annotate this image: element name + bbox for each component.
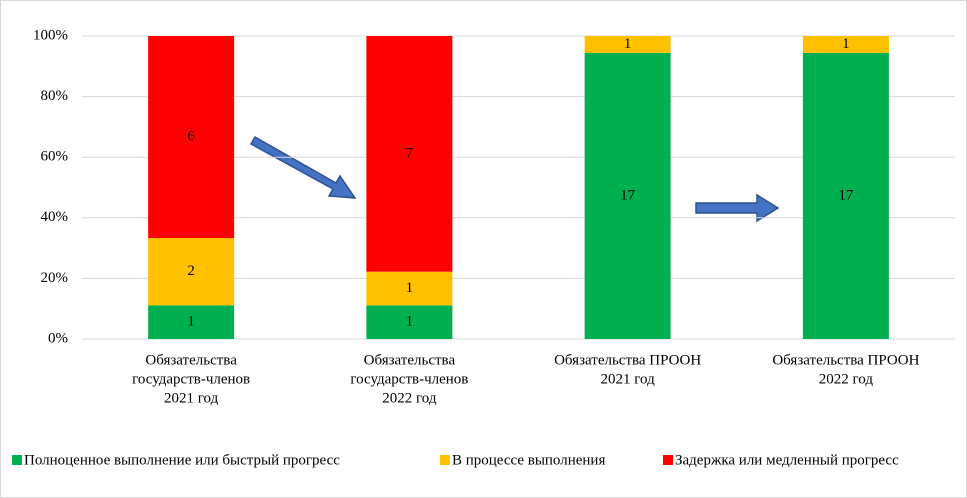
x-tick-label: Обязательства ПРООН [772,352,919,368]
y-tick-label: 40% [41,209,69,225]
data-label: 1 [406,280,414,296]
bar-segment [584,52,671,339]
data-label: 2 [187,263,195,279]
bar-segment [148,238,235,306]
data-label: 1 [187,314,195,330]
data-label: 7 [406,145,414,161]
bar-segment [366,271,453,306]
x-tick-label: 2022 год [382,390,437,406]
legend-swatch [440,455,450,465]
x-tick-label: Обязательства ПРООН [554,352,701,368]
y-tick-label: 100% [33,27,68,43]
legend-swatch [663,455,673,465]
data-label: 1 [842,36,850,52]
x-tick-label: 2021 год [601,371,656,387]
data-label: 17 [620,187,636,203]
arrow [249,135,357,199]
data-label: 1 [406,314,414,330]
legend-label: В процессе выполнения [452,452,605,468]
x-tick-label: 2022 год [819,371,874,387]
legend-swatch [12,455,22,465]
y-tick-label: 20% [41,270,69,286]
bar-segment [148,36,235,238]
x-tick-label: 2021 год [164,390,219,406]
bar-segment [802,52,889,339]
bar-segment [148,305,235,339]
legend-label: Полноценное выполнение или быстрый прогр… [24,452,340,468]
bar-segment [366,305,453,339]
y-tick-label: 80% [41,88,69,104]
x-tick-label: государств-членов [132,371,250,387]
arrow [695,193,780,223]
x-tick-label: Обязательства [364,352,456,368]
bar-segment [802,36,889,53]
y-tick-label: 60% [41,149,69,165]
data-label: 17 [838,187,854,203]
data-label: 1 [624,36,632,52]
x-tick-label: Обязательства [145,352,237,368]
bar-segment [584,36,671,53]
legend-label: Задержка или медленный прогресс [675,452,899,468]
y-tick-label: 0% [48,330,68,346]
data-label: 6 [187,128,195,144]
bar-segment [366,36,453,272]
x-tick-label: государств-членов [350,371,468,387]
